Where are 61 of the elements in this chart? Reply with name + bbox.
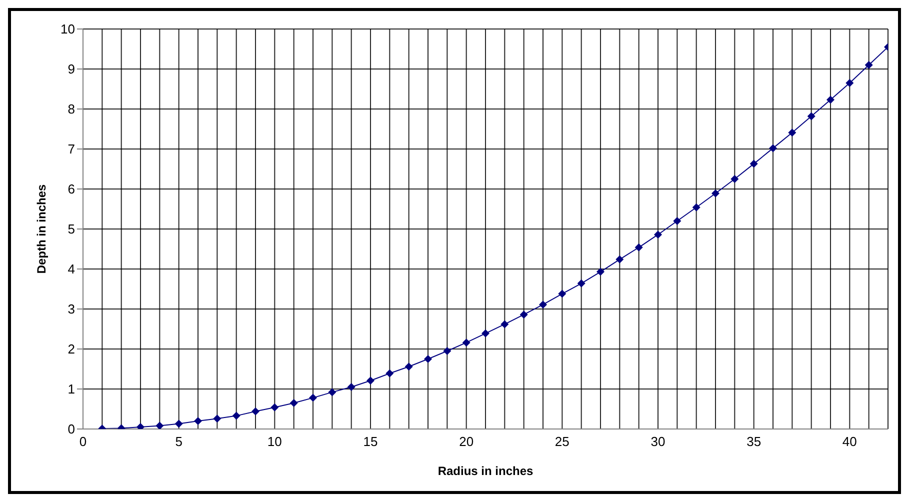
point xyxy=(788,128,796,137)
point xyxy=(482,329,490,338)
x-tick-label: 35 xyxy=(746,434,762,450)
point xyxy=(520,310,528,319)
x-tick-label: 10 xyxy=(267,434,282,450)
point xyxy=(194,417,202,425)
point xyxy=(309,394,317,402)
point xyxy=(712,189,720,198)
x-tick-label: 0 xyxy=(79,434,87,450)
point xyxy=(386,369,394,378)
point xyxy=(500,320,509,328)
point xyxy=(616,255,624,264)
y-tick-label: 8 xyxy=(68,102,75,117)
point xyxy=(596,268,604,276)
y-tick-label: 0 xyxy=(68,422,75,437)
point xyxy=(213,414,222,423)
point xyxy=(769,144,777,152)
point xyxy=(807,112,816,120)
point xyxy=(750,160,758,168)
y-tick-label: 1 xyxy=(68,382,75,397)
y-tick-label: 5 xyxy=(68,222,75,237)
point xyxy=(539,300,547,309)
point xyxy=(174,420,183,428)
x-axis-title: Radius in inches xyxy=(438,464,534,478)
point xyxy=(864,61,873,69)
y-tick-label: 2 xyxy=(68,342,75,357)
y-tick-label: 6 xyxy=(68,182,75,197)
y-tick-label: 10 xyxy=(60,22,75,37)
y-axis-title: Depth in inches xyxy=(34,184,48,274)
point xyxy=(328,388,336,396)
x-tick-label: 30 xyxy=(650,434,666,450)
point xyxy=(232,412,240,420)
x-tick-label: 20 xyxy=(459,434,474,450)
point xyxy=(577,279,586,288)
point xyxy=(673,217,682,225)
point xyxy=(156,422,164,429)
point xyxy=(424,355,432,363)
x-tick-label: 5 xyxy=(175,434,182,450)
y-tick-label: 7 xyxy=(68,142,75,157)
point xyxy=(846,79,854,87)
point xyxy=(347,383,356,391)
point xyxy=(462,338,470,347)
y-tick-label: 4 xyxy=(68,262,75,277)
x-tick-label: 25 xyxy=(554,434,570,450)
point xyxy=(730,175,739,183)
point xyxy=(404,362,413,371)
point xyxy=(136,423,144,429)
point xyxy=(558,290,566,298)
point xyxy=(366,376,374,385)
point xyxy=(270,403,279,412)
point xyxy=(826,96,834,104)
x-tick-label: 15 xyxy=(363,434,378,450)
point xyxy=(634,243,643,252)
y-tick-label: 9 xyxy=(68,62,75,77)
point xyxy=(443,347,452,355)
point xyxy=(692,203,700,212)
point xyxy=(290,399,298,407)
point xyxy=(252,407,260,416)
point xyxy=(654,230,662,239)
y-tick-label: 3 xyxy=(68,302,75,317)
x-tick-label: 40 xyxy=(842,434,857,450)
